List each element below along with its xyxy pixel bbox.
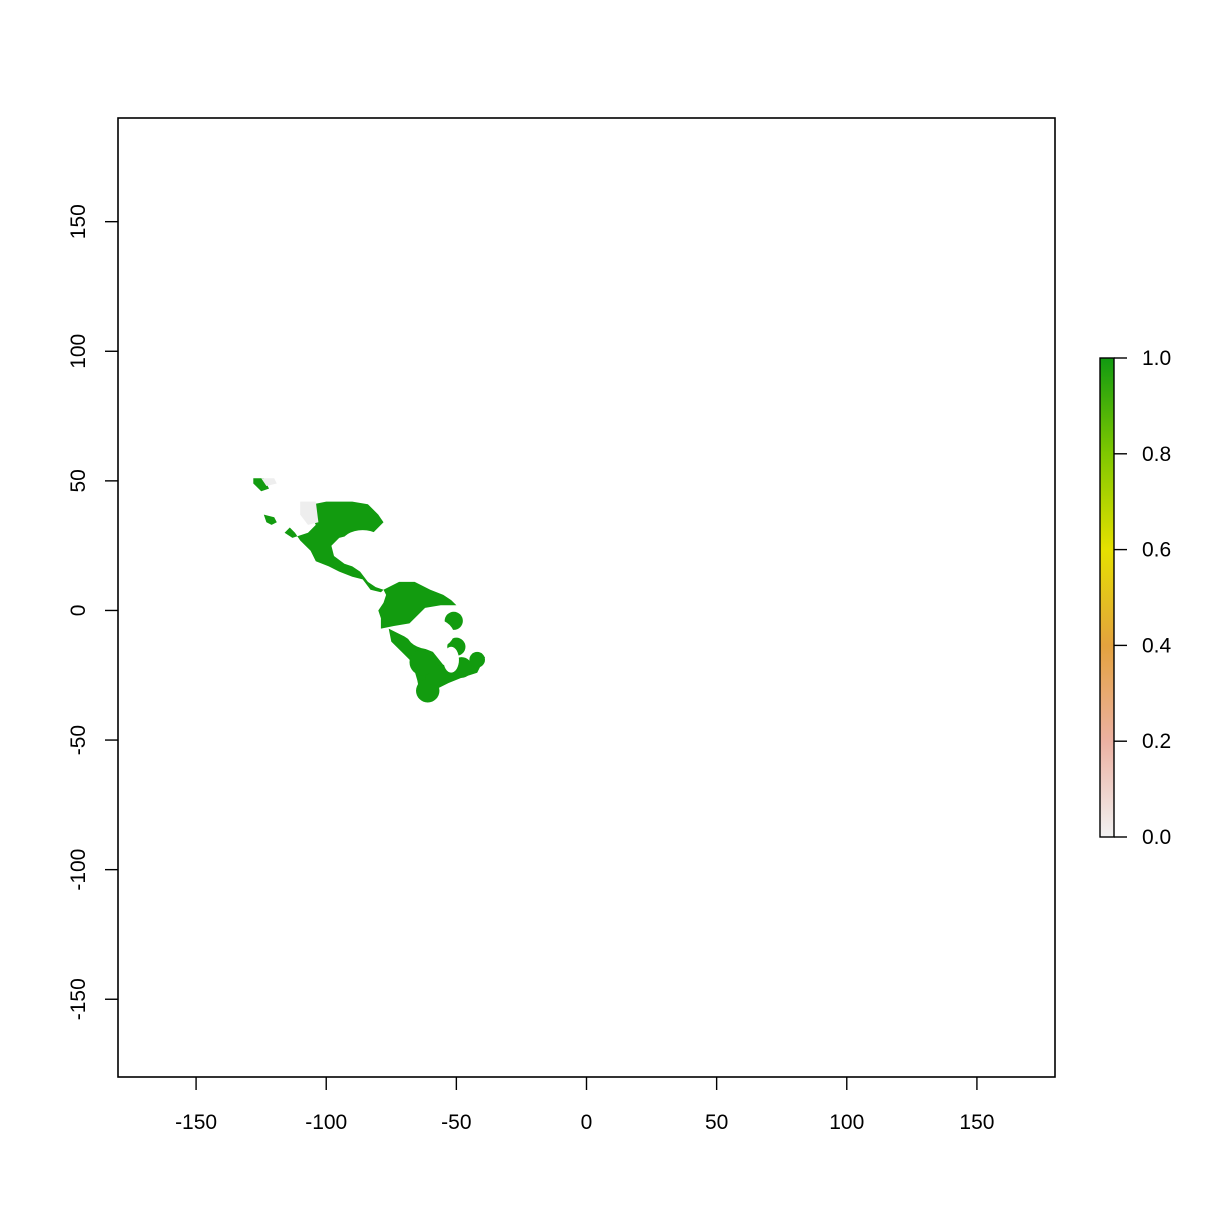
x-tick-label: -50 [441,1111,471,1134]
legend-tick-label: 0.6 [1142,539,1171,562]
x-tick-label: 100 [829,1111,864,1134]
color-legend: 0.0 0.2 0.4 0.6 0.8 1.0 [1099,347,1172,849]
y-tick-label: 50 [67,469,90,492]
x-tick-label: 50 [705,1111,728,1134]
region-blob-6 [469,651,485,668]
legend-ticks: 0.0 0.2 0.4 0.6 0.8 1.0 [1114,347,1172,849]
unsuitable-gap-0 [341,530,384,557]
region-california-fragment [263,514,277,525]
plot-frame [117,117,1056,1078]
region-interior-west [300,501,319,525]
region-south-america [378,581,457,629]
x-tick-label: -100 [305,1111,347,1134]
unsuitable-gap-1 [406,618,454,650]
map-raster-layer [253,478,485,703]
region-blob-4 [409,649,436,676]
y-tick-label: -50 [67,725,90,755]
region-south-america-south [388,628,485,699]
y-tick-label: 0 [67,605,90,617]
y-axis: -150 -100 -50 0 50 100 150 [67,204,118,1020]
region-interior-northwest [261,478,277,486]
y-tick-label: -100 [67,849,90,891]
region-north-america [284,501,384,593]
y-tick-label: 100 [67,334,90,369]
legend-tick-label: 0.8 [1142,443,1171,466]
legend-tick-label: 0.4 [1142,634,1172,657]
y-tick-label: -150 [67,978,90,1020]
legend-color-bar [1099,357,1115,838]
x-axis: -150 -100 -50 0 50 100 150 [175,1077,994,1134]
legend-tick-label: 0.2 [1142,730,1171,753]
y-tick-label: 150 [67,204,90,239]
unsuitable-gap-2 [443,646,459,673]
x-tick-label: -150 [175,1111,217,1134]
x-tick-label: 150 [959,1111,994,1134]
x-tick-label: 0 [581,1111,593,1134]
legend-tick-label: 1.0 [1142,347,1171,370]
legend-tick-label: 0.0 [1142,826,1171,849]
